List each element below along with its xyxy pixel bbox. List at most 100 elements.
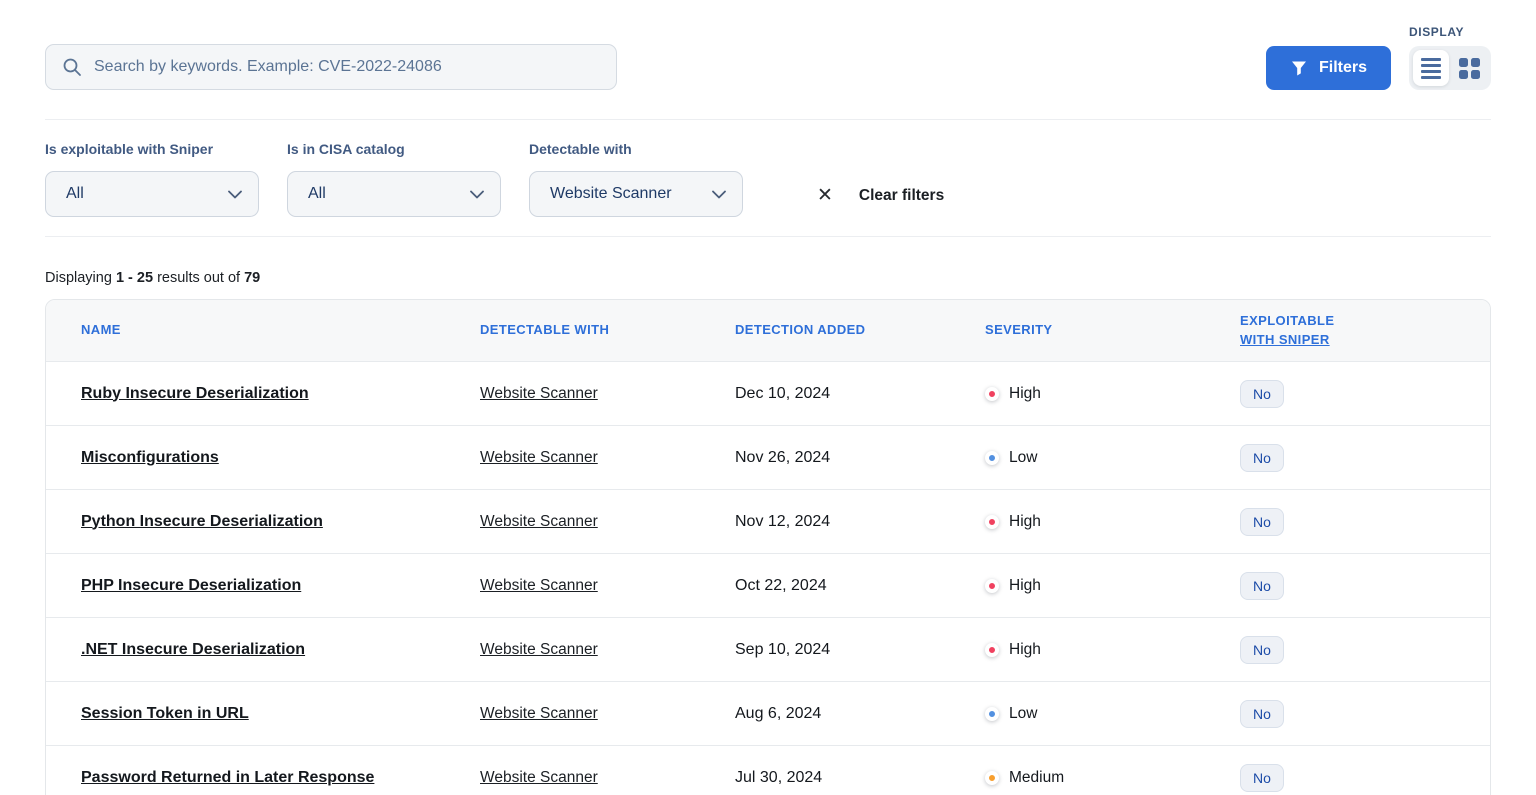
severity-dot-icon xyxy=(985,514,999,529)
severity-cell: High xyxy=(985,385,1240,403)
detection-added-date: Nov 12, 2024 xyxy=(735,512,831,530)
vulnerability-name-link[interactable]: Misconfigurations xyxy=(81,448,219,466)
severity-label: High xyxy=(1009,512,1041,530)
display-label: DISPLAY xyxy=(1409,25,1465,39)
column-header-exploitable-with-sniper[interactable]: EXPLOITABLE WITH SNIPER xyxy=(1240,312,1455,348)
column-header-detectable-with[interactable]: DETECTABLE WITH xyxy=(480,322,610,338)
chevron-down-icon xyxy=(712,190,726,198)
table-row: PHP Insecure Deserialization Website Sca… xyxy=(46,554,1490,618)
severity-cell: Low xyxy=(985,705,1240,723)
detectable-with-link[interactable]: Website Scanner xyxy=(480,640,598,658)
detection-added-date: Dec 10, 2024 xyxy=(735,384,831,402)
severity-label: High xyxy=(1009,640,1041,658)
table-row: .NET Insecure Deserialization Website Sc… xyxy=(46,618,1490,682)
exploitable-badge: No xyxy=(1240,379,1284,408)
list-view-button[interactable] xyxy=(1413,50,1449,86)
detectable-with-link[interactable]: Website Scanner xyxy=(480,769,598,786)
filter-cisa-catalog: Is in CISA catalog All xyxy=(287,141,501,217)
severity-dot-icon xyxy=(985,771,999,785)
severity-dot-icon xyxy=(985,706,999,721)
summary-middle: results out of xyxy=(157,270,241,286)
summary-prefix: Displaying xyxy=(45,270,112,286)
severity-cell: High xyxy=(985,513,1240,531)
detectable-with-link[interactable]: Website Scanner xyxy=(480,512,598,530)
filter-value: All xyxy=(308,185,326,202)
toolbar-divider xyxy=(45,119,1491,120)
exploitable-badge: No xyxy=(1240,443,1284,472)
filter-exploitable-with-sniper: Is exploitable with Sniper All xyxy=(45,141,259,217)
table-row: Python Insecure Deserialization Website … xyxy=(46,490,1490,554)
filter-select-cisa[interactable]: All xyxy=(287,171,501,217)
filter-select-exploitable[interactable]: All xyxy=(45,171,259,217)
chevron-down-icon xyxy=(470,190,484,198)
detection-added-date: Oct 22, 2024 xyxy=(735,576,827,594)
detection-added-date: Aug 6, 2024 xyxy=(735,704,822,722)
search-icon xyxy=(63,58,81,76)
close-icon: ✕ xyxy=(817,185,833,206)
filter-select-detectable[interactable]: Website Scanner xyxy=(529,171,743,217)
severity-cell: Low xyxy=(985,449,1240,467)
detectable-with-link[interactable]: Website Scanner xyxy=(480,576,598,594)
grid-view-button[interactable] xyxy=(1451,50,1487,86)
filters-button[interactable]: Filters xyxy=(1265,46,1391,90)
table-body: Ruby Insecure Deserialization Website Sc… xyxy=(46,362,1490,795)
column-header-detection-added[interactable]: DETECTION ADDED xyxy=(735,322,866,338)
summary-range: 1 - 25 xyxy=(115,270,154,286)
vulnerability-name-link[interactable]: Session Token in URL xyxy=(81,704,249,722)
vulnerability-name-link[interactable]: Python Insecure Deserialization xyxy=(81,512,323,530)
detectable-with-link[interactable]: Website Scanner xyxy=(480,704,598,722)
column-header-name[interactable]: NAME xyxy=(81,322,121,338)
table-row: Session Token in URL Website Scanner Aug… xyxy=(46,682,1490,746)
search-input[interactable] xyxy=(94,58,600,76)
detection-added-date: Sep 10, 2024 xyxy=(735,640,831,658)
filters-divider xyxy=(45,236,1491,237)
exploitable-badge: No xyxy=(1240,764,1284,792)
filter-label: Is exploitable with Sniper xyxy=(45,141,214,157)
summary-total: 79 xyxy=(244,270,261,286)
table-header-row: NAME DETECTABLE WITH DETECTION ADDED SEV… xyxy=(46,300,1490,362)
detection-added-date: Nov 26, 2024 xyxy=(735,448,831,466)
severity-label: High xyxy=(1009,384,1041,402)
vulnerability-name-link[interactable]: .NET Insecure Deserialization xyxy=(81,640,306,658)
filter-label: Detectable with xyxy=(529,141,632,157)
severity-dot-icon xyxy=(985,450,999,465)
detectable-with-link[interactable]: Website Scanner xyxy=(480,448,598,466)
top-toolbar: Filters DISPLAY xyxy=(45,25,1491,90)
detection-added-date: Jul 30, 2024 xyxy=(735,769,823,786)
vulnerabilities-table: NAME DETECTABLE WITH DETECTION ADDED SEV… xyxy=(45,299,1491,795)
exploitable-badge: No xyxy=(1240,571,1284,600)
vulnerability-name-link[interactable]: PHP Insecure Deserialization xyxy=(81,576,302,594)
severity-cell: High xyxy=(985,577,1240,595)
severity-dot-icon xyxy=(985,642,999,657)
detectable-with-link[interactable]: Website Scanner xyxy=(480,384,598,402)
vulnerability-name-link[interactable]: Ruby Insecure Deserialization xyxy=(81,384,309,402)
grid-view-icon xyxy=(1458,57,1480,79)
severity-label: High xyxy=(1009,576,1041,594)
exploitable-badge: No xyxy=(1240,507,1284,536)
severity-label: Medium xyxy=(1009,769,1065,786)
severity-label: Low xyxy=(1009,704,1038,722)
clear-filters-label: Clear filters xyxy=(858,186,945,204)
exploitable-badge: No xyxy=(1240,635,1284,664)
list-view-icon xyxy=(1421,57,1441,79)
table-row: Password Returned in Later Response Webs… xyxy=(46,746,1490,795)
filter-value: Website Scanner xyxy=(550,185,672,202)
severity-dot-icon xyxy=(985,386,999,401)
filter-label: Is in CISA catalog xyxy=(287,141,405,157)
exploitable-badge: No xyxy=(1240,699,1284,728)
header-line1: EXPLOITABLE xyxy=(1240,313,1335,329)
filters-row: Is exploitable with Sniper All Is in CIS… xyxy=(45,141,1491,217)
search-box[interactable] xyxy=(45,44,617,90)
header-line2: WITH SNIPER xyxy=(1240,331,1330,347)
table-row: Misconfigurations Website Scanner Nov 26… xyxy=(46,426,1490,490)
chevron-down-icon xyxy=(228,190,242,198)
severity-dot-icon xyxy=(985,578,999,593)
severity-cell: Medium xyxy=(985,769,1240,787)
column-header-severity[interactable]: SEVERITY xyxy=(985,322,1053,338)
table-row: Ruby Insecure Deserialization Website Sc… xyxy=(46,362,1490,426)
clear-filters-button[interactable]: ✕ Clear filters xyxy=(817,186,944,205)
vulnerability-name-link[interactable]: Password Returned in Later Response xyxy=(81,769,375,786)
display-toggle-group: DISPLAY xyxy=(1409,25,1491,90)
severity-label: Low xyxy=(1009,448,1038,466)
